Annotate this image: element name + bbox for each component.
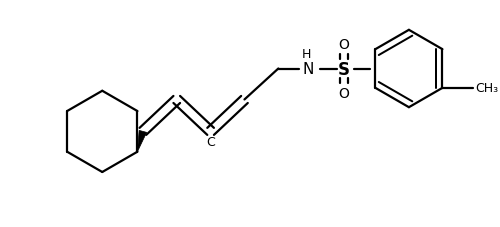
Text: N: N <box>302 62 314 77</box>
Text: CH₃: CH₃ <box>476 82 499 95</box>
Polygon shape <box>138 131 146 152</box>
Text: H: H <box>302 48 311 61</box>
Text: O: O <box>338 38 349 52</box>
Text: C: C <box>206 135 215 148</box>
Text: O: O <box>338 86 349 100</box>
Text: S: S <box>338 60 350 78</box>
